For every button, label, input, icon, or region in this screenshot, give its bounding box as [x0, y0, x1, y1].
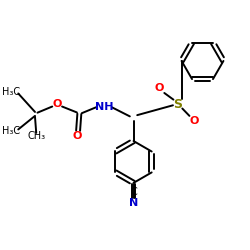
- Text: O: O: [189, 116, 198, 126]
- Text: S: S: [173, 98, 182, 110]
- Text: H₃C: H₃C: [2, 87, 20, 97]
- Text: C: C: [130, 186, 137, 196]
- Text: O: O: [72, 131, 82, 141]
- Text: H₃C: H₃C: [2, 126, 20, 136]
- Text: O: O: [155, 83, 164, 93]
- Text: O: O: [52, 99, 62, 109]
- Text: CH₃: CH₃: [27, 131, 45, 141]
- Text: NH: NH: [95, 102, 113, 112]
- Text: N: N: [129, 198, 138, 207]
